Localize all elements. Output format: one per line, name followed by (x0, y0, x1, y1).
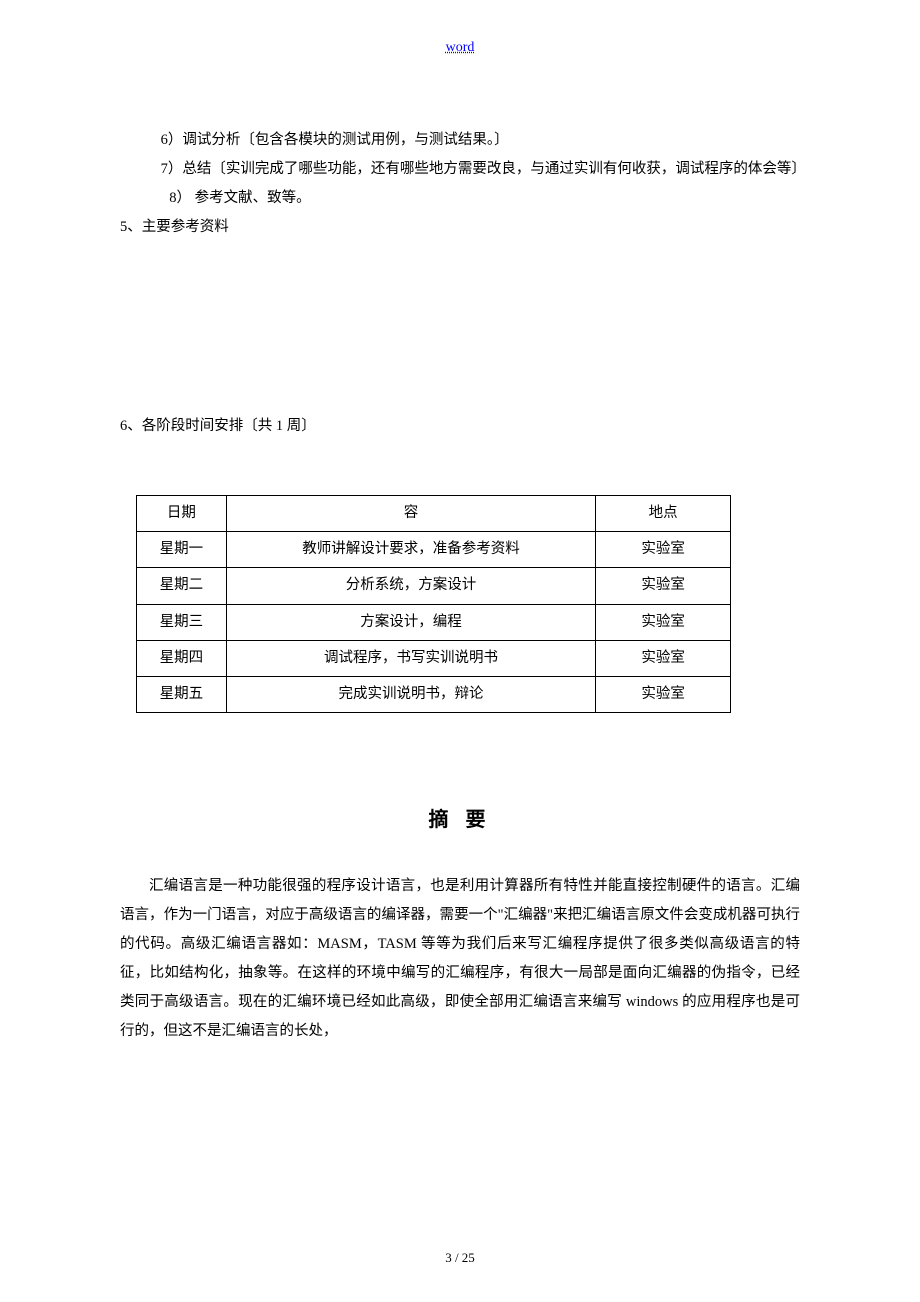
cell-place: 实验室 (596, 604, 731, 640)
blank-space (120, 441, 800, 491)
heading-5-references: 5、主要参考资料 (120, 213, 800, 242)
col-header-content: 容 (226, 496, 595, 532)
table-row: 星期一 教师讲解设计要求，准备参考资料 实验室 (137, 532, 731, 568)
cell-date: 星期二 (137, 568, 227, 604)
cell-place: 实验室 (596, 568, 731, 604)
blank-space (120, 242, 800, 412)
abstract-body: 汇编语言是一种功能很强的程序设计语言，也是利用计算器所有特性并能直接控制硬件的语… (120, 872, 800, 1046)
table-row: 星期四 调试程序，书写实训说明书 实验室 (137, 640, 731, 676)
cell-content: 完成实训说明书，辩论 (226, 676, 595, 712)
list-item-8: 8） 参考文献、致等。 (120, 184, 800, 213)
list-item-7: 7）总结〔实训完成了哪些功能，还有哪些地方需要改良，与通过实训有何收获，调试程序… (120, 155, 800, 184)
table-header-row: 日期 容 地点 (137, 496, 731, 532)
schedule-table: 日期 容 地点 星期一 教师讲解设计要求，准备参考资料 实验室 星期二 分析系统… (136, 495, 731, 713)
table-row: 星期二 分析系统，方案设计 实验室 (137, 568, 731, 604)
table-row: 星期三 方案设计，编程 实验室 (137, 604, 731, 640)
col-header-date: 日期 (137, 496, 227, 532)
cell-date: 星期三 (137, 604, 227, 640)
cell-content: 教师讲解设计要求，准备参考资料 (226, 532, 595, 568)
cell-place: 实验室 (596, 640, 731, 676)
cell-content: 方案设计，编程 (226, 604, 595, 640)
cell-date: 星期五 (137, 676, 227, 712)
cell-date: 星期四 (137, 640, 227, 676)
col-header-place: 地点 (596, 496, 731, 532)
table-row: 星期五 完成实训说明书，辩论 实验室 (137, 676, 731, 712)
cell-place: 实验室 (596, 676, 731, 712)
page-number: 3 / 25 (0, 1250, 920, 1266)
cell-date: 星期一 (137, 532, 227, 568)
abstract-title: 摘 要 (120, 803, 800, 832)
heading-6-schedule: 6、各阶段时间安排〔共 1 周〕 (120, 412, 800, 441)
cell-content: 调试程序，书写实训说明书 (226, 640, 595, 676)
list-item-6: 6）调试分析〔包含各模块的测试用例，与测试结果。〕 (120, 126, 800, 155)
cell-content: 分析系统，方案设计 (226, 568, 595, 604)
header-word-label: word (120, 40, 800, 56)
cell-place: 实验室 (596, 532, 731, 568)
